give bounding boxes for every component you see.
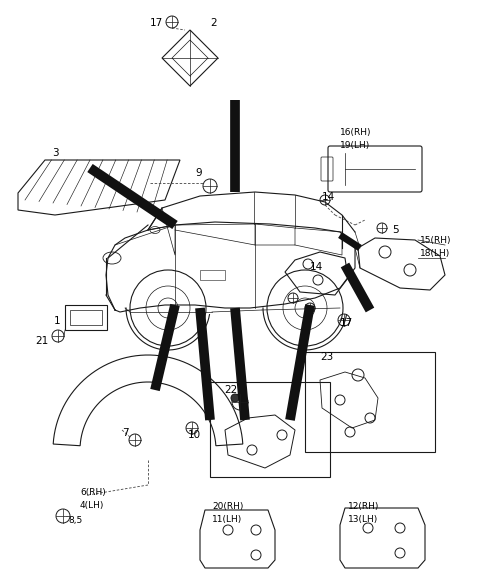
Text: 19(LH): 19(LH) (340, 141, 370, 150)
Text: 5: 5 (392, 225, 398, 235)
Text: 17: 17 (340, 318, 353, 328)
Text: 13(LH): 13(LH) (348, 515, 378, 524)
Text: 17: 17 (150, 18, 163, 28)
Text: 11(LH): 11(LH) (212, 515, 242, 524)
Text: 9: 9 (195, 168, 202, 178)
Text: 14: 14 (310, 262, 323, 272)
Text: 12(RH): 12(RH) (348, 502, 379, 511)
Bar (210, 382, 330, 477)
Bar (305, 352, 435, 452)
Text: 10: 10 (188, 430, 201, 440)
Circle shape (231, 394, 239, 402)
Text: 23: 23 (320, 352, 333, 362)
Text: 15(RH): 15(RH) (420, 236, 452, 245)
Text: 7: 7 (122, 428, 129, 438)
Text: 22: 22 (224, 385, 237, 395)
Text: 16(RH): 16(RH) (340, 128, 372, 137)
Text: 1: 1 (53, 316, 60, 326)
Text: 18(LH): 18(LH) (420, 249, 450, 258)
Bar (65, 305, 107, 330)
Bar (70, 310, 102, 325)
Text: 14: 14 (322, 192, 335, 202)
Text: 8,5: 8,5 (68, 516, 82, 525)
Bar (200, 270, 225, 280)
Text: 21: 21 (35, 336, 48, 346)
Text: 4(LH): 4(LH) (80, 501, 104, 510)
Text: 3: 3 (52, 148, 59, 158)
Text: 20(RH): 20(RH) (212, 502, 243, 511)
Text: 6(RH): 6(RH) (80, 488, 106, 497)
Text: 2: 2 (210, 18, 216, 28)
